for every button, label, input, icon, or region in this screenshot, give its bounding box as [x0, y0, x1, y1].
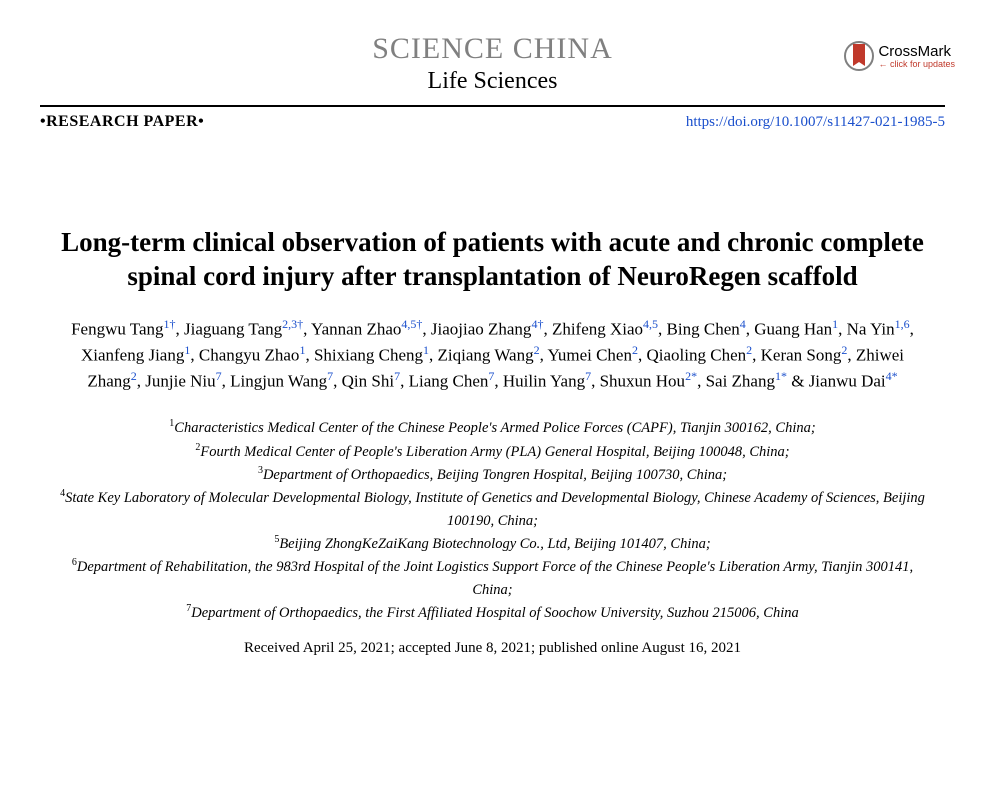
publication-dates: Received April 25, 2021; accepted June 8…	[40, 640, 945, 657]
affiliation-item: 7Department of Orthopaedics, the First A…	[50, 601, 935, 624]
crossmark-title: CrossMark	[878, 44, 955, 59]
affiliation-item: 3Department of Orthopaedics, Beijing Ton…	[50, 463, 935, 486]
crossmark-subtitle: ← click for updates	[878, 60, 955, 69]
crossmark-icon	[844, 38, 874, 74]
journal-title-main: SCIENCE CHINA	[40, 32, 945, 66]
affiliation-item: 5Beijing ZhongKeZaiKang Biotechnology Co…	[50, 532, 935, 555]
divider-top	[40, 105, 945, 107]
affiliation-item: 1Characteristics Medical Center of the C…	[50, 416, 935, 439]
journal-title-sub: Life Sciences	[40, 68, 945, 95]
affiliation-item: 6Department of Rehabilitation, the 983rd…	[50, 555, 935, 601]
article-title: Long-term clinical observation of patien…	[40, 226, 945, 294]
meta-row: •RESEARCH PAPER• https://doi.org/10.1007…	[40, 113, 945, 131]
doi-link[interactable]: https://doi.org/10.1007/s11427-021-1985-…	[686, 114, 945, 131]
journal-header: SCIENCE CHINA Life Sciences CrossMark ← …	[40, 32, 945, 95]
authors-list: Fengwu Tang1†, Jiaguang Tang2,3†, Yannan…	[40, 316, 945, 395]
crossmark-text: CrossMark ← click for updates	[878, 44, 955, 69]
affiliations-list: 1Characteristics Medical Center of the C…	[40, 416, 945, 624]
affiliation-item: 2Fourth Medical Center of People's Liber…	[50, 440, 935, 463]
paper-page: SCIENCE CHINA Life Sciences CrossMark ← …	[0, 0, 985, 657]
crossmark-badge[interactable]: CrossMark ← click for updates	[844, 38, 955, 74]
affiliation-item: 4State Key Laboratory of Molecular Devel…	[50, 486, 935, 532]
section-type-label: •RESEARCH PAPER•	[40, 113, 204, 131]
